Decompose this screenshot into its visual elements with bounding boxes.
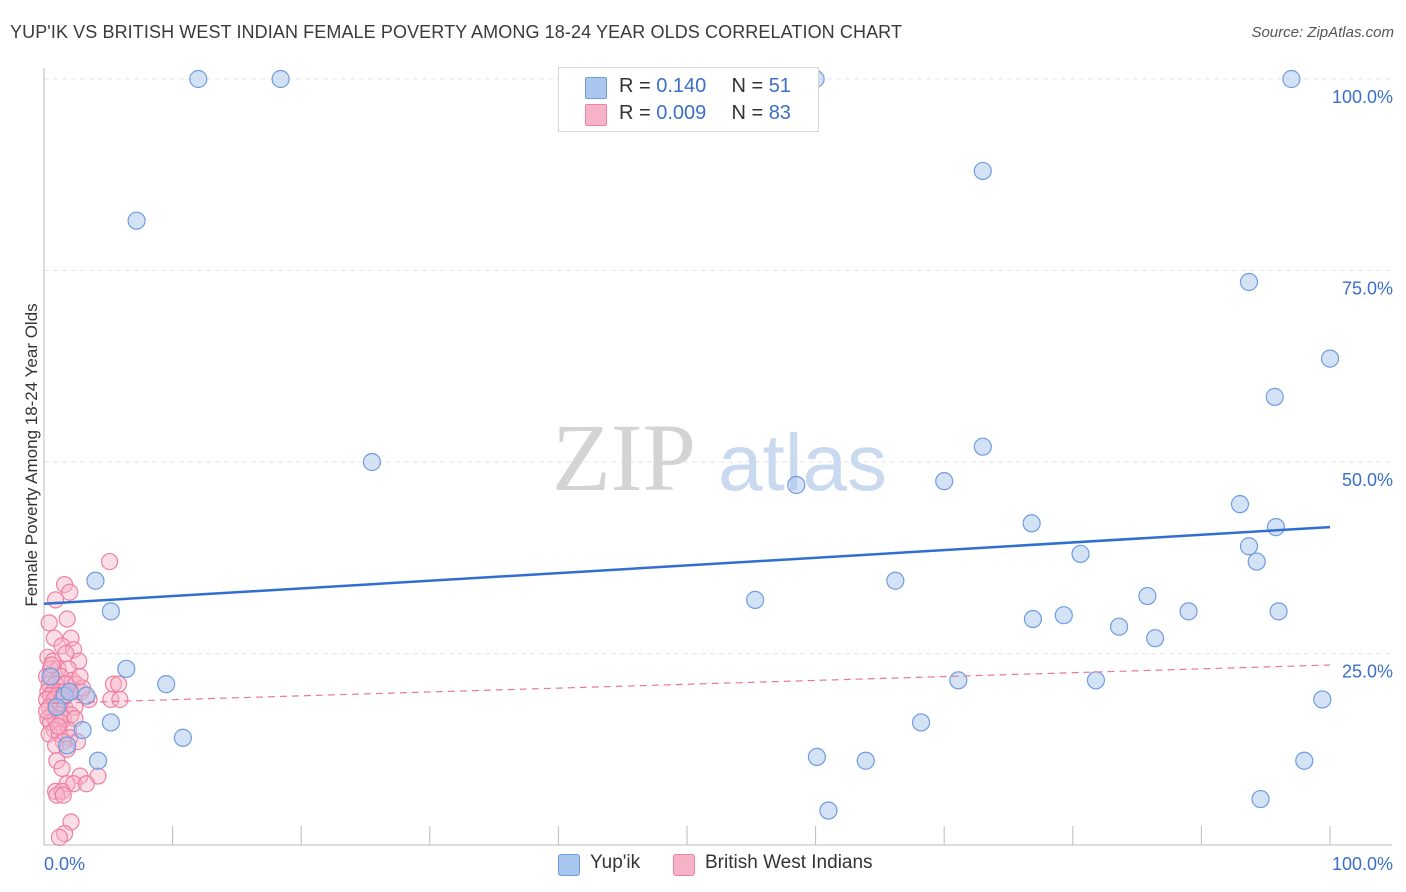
yupik-point [41,667,60,686]
bwi-point [102,690,120,709]
yupik-point [949,671,968,690]
bwi-point [100,552,119,571]
yupik-point [1269,602,1288,621]
bottom-legend-label-yupik: Yup'ik [590,852,641,873]
legend-r-label: R = [619,75,651,97]
yupik-point [886,571,905,590]
legend-r-value: 0.009 [656,102,707,124]
chart-title: YUP'IK VS BRITISH WEST INDIAN FEMALE POV… [10,22,903,42]
watermark-atlas: atlas [718,418,887,507]
legend-swatch-yupik [585,77,607,99]
tick-labels: 25.0% 50.0% 75.0% 100.0% 0.0% 100.0% [44,87,1393,874]
bwi-point [50,828,69,846]
yupik-point [1247,552,1266,571]
yupik-point [101,713,120,732]
watermark-zip: ZIP [552,404,696,511]
bwi-point [48,786,66,804]
legend-n-value: 51 [768,75,791,97]
bwi-point [71,667,89,686]
yupik-point [819,801,838,820]
bwi-point [58,610,76,628]
grid-lines [44,78,1392,654]
bwi-point [49,717,67,735]
yupik-point [362,452,382,472]
yupik-point [73,720,92,740]
bwi-point [111,690,129,709]
trend-lines [43,525,1331,704]
yupik-point [1086,671,1106,690]
y-tick-label: 50.0% [1342,470,1393,490]
legend-n-label: N = [731,102,764,124]
yupik-point [101,602,120,621]
yupik-point [1265,387,1284,406]
yupik-point [973,161,992,181]
bwi-point [109,675,128,693]
legend-n-value: 83 [768,102,791,124]
bwi-trend-line [51,664,1331,704]
yupik-point [1239,272,1259,292]
yupik-point [1054,606,1073,625]
yupik-point [173,728,192,747]
yupik-point [1295,751,1314,770]
bottom-legend-swatch-yupik [558,854,580,876]
legend-swatch-bwi [585,104,607,126]
y-tick-label: 100.0% [1332,87,1393,107]
yupik-point [1179,602,1198,621]
correlation-legend: R = 0.140 N = 51 R = 0.009 N = 83 [558,67,819,132]
bwi-point [57,644,75,663]
yupik-point [1320,349,1340,368]
yupik-point [58,736,77,755]
yupik-point [973,437,992,456]
yupik-point [1071,544,1090,564]
yupik-point [1251,789,1270,809]
x-tick-label: 100.0% [1332,854,1393,874]
legend-r-label: R = [619,102,651,124]
yupik-point [807,747,826,767]
legend-r-value: 0.140 [656,75,707,97]
yupik-trend-line [43,525,1331,605]
bwi-point [40,614,58,632]
y-axis-label: Female Poverty Among 18-24 Year Olds [22,303,41,607]
yupik-point [1239,537,1259,556]
yupik-point [746,590,765,609]
legend-n-label: N = [731,75,764,97]
yupik-point [47,698,66,717]
y-tick-label: 75.0% [1342,279,1393,299]
bwi-point [46,591,65,609]
bwi-point [54,786,72,804]
yupik-point [1313,690,1332,709]
yupik-point [127,211,146,230]
yupik-point [271,69,290,89]
yupik-point [86,571,105,590]
yupik-point [1282,69,1301,89]
yupik-point [787,475,806,495]
yupik-point [1109,617,1129,636]
yupik-point [856,751,875,770]
yupik-point [911,713,931,732]
bwi-point [53,759,71,778]
yupik-point [1146,629,1165,648]
yupik-point [935,472,954,491]
yupik-point [189,69,208,89]
yupik-point [1022,514,1041,533]
yupik-point [1023,609,1043,629]
source-label: Source: ZipAtlas.com [1251,24,1394,41]
bwi-point [77,775,96,793]
yupik-point [117,659,136,678]
yupik-point [60,682,79,701]
yupik-point [1266,518,1286,537]
y-tick-label: 25.0% [1342,662,1393,682]
series-yupik-points [41,69,1340,820]
yupik-point [157,675,176,694]
x-tick-label: 0.0% [44,854,85,874]
yupik-point [1230,495,1250,514]
bottom-legend-label-bwi: British West Indians [705,852,873,873]
yupik-point [88,751,108,770]
bottom-legend-swatch-bwi [673,854,695,876]
bwi-point [61,583,79,601]
yupik-point [1138,586,1157,606]
